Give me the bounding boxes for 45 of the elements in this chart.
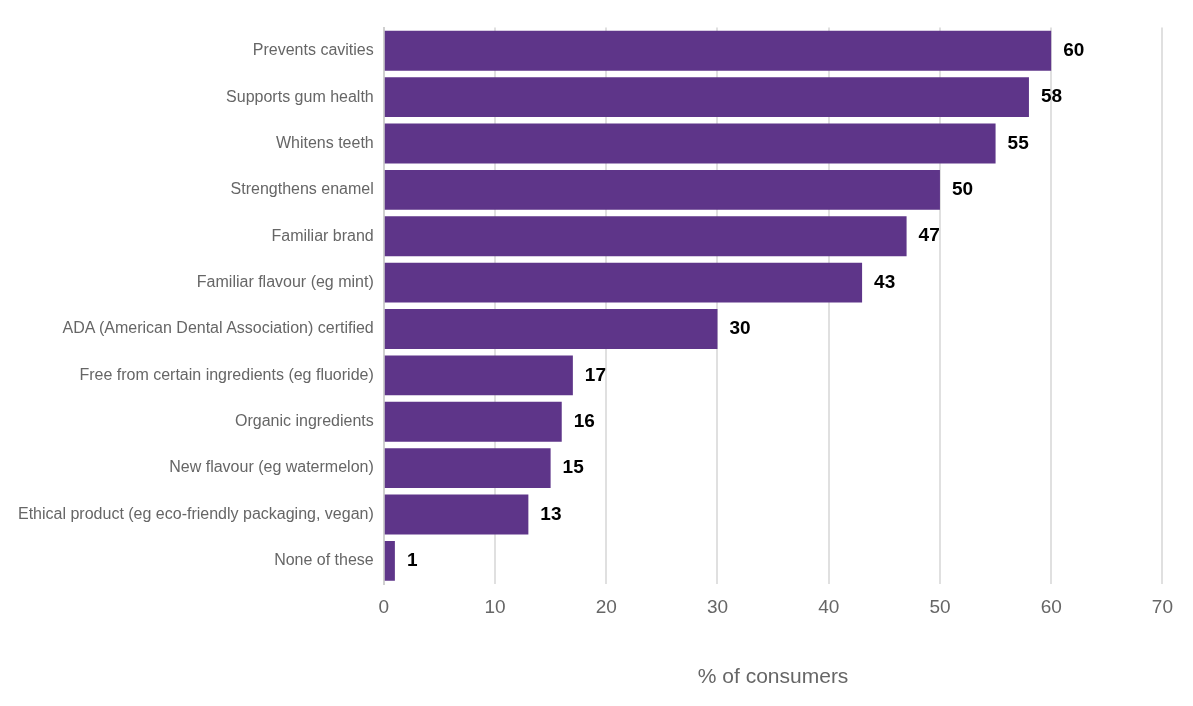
bar: [384, 540, 395, 581]
bar: [384, 123, 996, 164]
data-label: 60: [1063, 39, 1085, 61]
bar: [384, 355, 573, 396]
bar: [384, 401, 562, 442]
x-tick-label: 70: [1151, 595, 1173, 617]
data-label: 15: [562, 456, 585, 478]
bar: [384, 448, 551, 489]
bar: [384, 77, 1029, 118]
data-label: 13: [540, 502, 562, 524]
y-tick-label: ADA (American Dental Association) certified: [62, 319, 374, 337]
data-label: 16: [573, 409, 595, 431]
x-tick-label: 60: [1040, 595, 1062, 617]
y-tick-label: Prevents cavities: [252, 41, 374, 59]
x-tick-label: 40: [818, 595, 840, 617]
y-tick-label: Familiar flavour (eg mint): [196, 273, 374, 291]
y-tick-label: Organic ingredients: [235, 412, 374, 430]
bar: [384, 309, 718, 349]
y-tick-label: Ethical product (eg eco-friendly packaging, vegan): [17, 504, 374, 522]
x-tick-label: 0: [378, 595, 390, 617]
data-label: 47: [918, 224, 940, 246]
bar: [384, 169, 940, 210]
bar: [384, 494, 529, 535]
y-tick-label: None of these: [274, 551, 374, 569]
y-tick-label: Whitens teeth: [275, 133, 374, 151]
bar: [384, 262, 863, 303]
data-label: 17: [584, 363, 607, 385]
y-tick-label: Supports gum health: [226, 87, 374, 105]
y-tick-label: New flavour (eg watermelon): [169, 458, 374, 476]
y-tick-label: Familiar brand: [271, 226, 374, 244]
bar: [384, 216, 907, 257]
x-tick-label: 50: [929, 595, 951, 617]
data-label: 1: [406, 549, 418, 571]
x-tick-label: 30: [706, 595, 729, 617]
x-tick-label: 20: [595, 595, 617, 617]
x-axis-title: % of consumers: [697, 664, 849, 688]
bar: [384, 30, 1052, 71]
data-label: 58: [1040, 85, 1063, 107]
data-label: 30: [729, 317, 751, 339]
x-tick-label: 10: [484, 595, 506, 617]
y-tick-label: Free from certain ingredients (eg fluoride): [79, 365, 374, 383]
data-label: 55: [1007, 131, 1030, 153]
data-label: 43: [874, 270, 896, 292]
data-label: 50: [951, 178, 974, 200]
y-tick-label: Strengthens enamel: [230, 180, 374, 198]
